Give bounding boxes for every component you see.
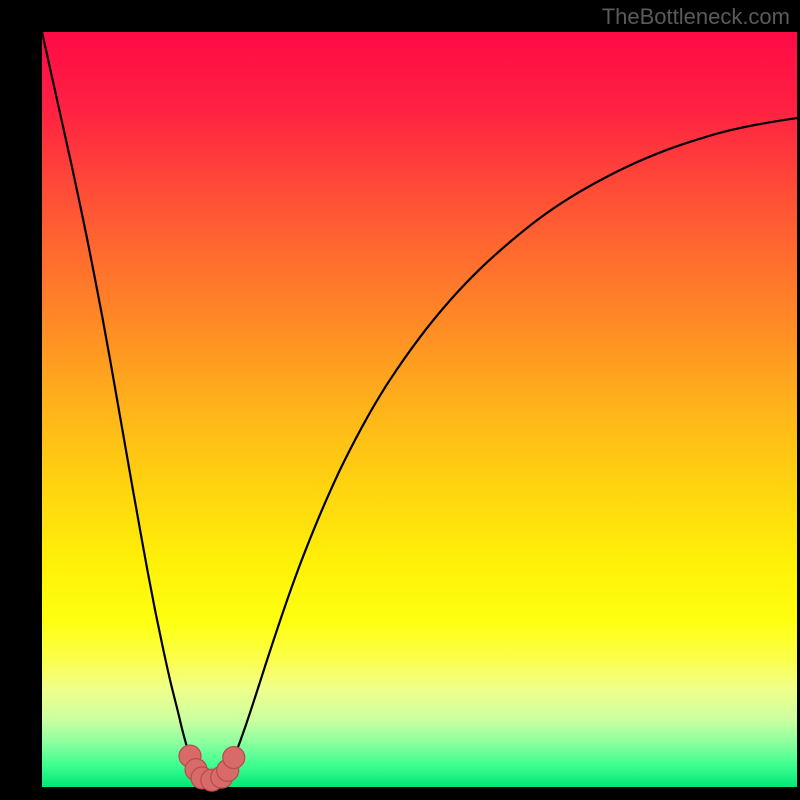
- chart-container: TheBottleneck.com: [0, 0, 800, 800]
- trough-marker: [223, 747, 245, 769]
- plot-background: [42, 32, 797, 787]
- watermark-label: TheBottleneck.com: [602, 4, 790, 30]
- bottleneck-curve-chart: [0, 0, 800, 800]
